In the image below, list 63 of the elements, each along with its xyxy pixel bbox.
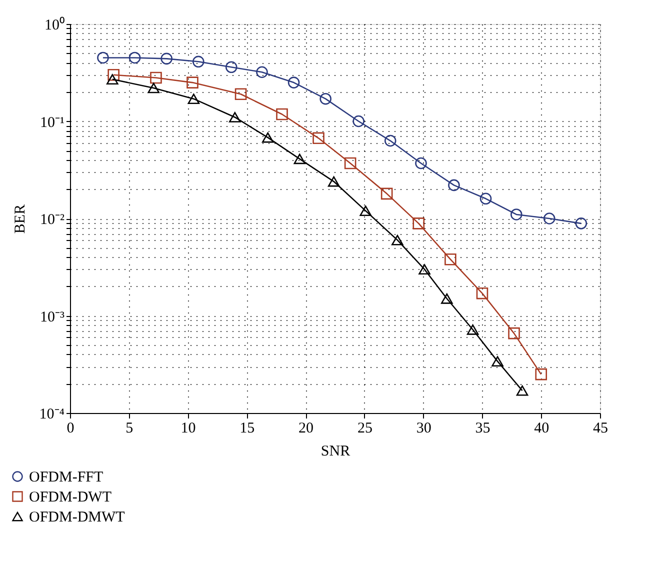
point bbox=[148, 82, 160, 94]
y-tick-label: 10⁻¹ bbox=[40, 114, 64, 131]
point bbox=[492, 356, 504, 367]
y-tick-label: 10⁻⁴ bbox=[39, 406, 64, 422]
point bbox=[108, 68, 120, 81]
x-tick-label: 25 bbox=[357, 420, 372, 436]
point bbox=[186, 76, 198, 88]
point bbox=[288, 76, 300, 88]
point bbox=[415, 157, 427, 170]
point bbox=[192, 56, 204, 68]
point bbox=[575, 218, 588, 230]
point bbox=[360, 206, 372, 216]
point bbox=[380, 188, 393, 200]
point bbox=[508, 327, 520, 340]
point bbox=[480, 192, 492, 205]
x-tick-label: 15 bbox=[240, 420, 255, 436]
point bbox=[440, 293, 453, 304]
x-tick-label: 0 bbox=[66, 420, 74, 436]
point bbox=[106, 74, 118, 84]
point bbox=[150, 72, 162, 84]
point bbox=[444, 253, 456, 266]
x-axis-title: SNR bbox=[320, 444, 350, 460]
point bbox=[234, 88, 247, 100]
point bbox=[543, 212, 556, 224]
point bbox=[344, 157, 356, 170]
point bbox=[320, 92, 332, 105]
legend-label: OFDM-DWT bbox=[29, 490, 112, 506]
point bbox=[412, 218, 425, 230]
x-tick-label: 20 bbox=[298, 420, 314, 436]
y-tick-label: 10⁰ bbox=[44, 16, 64, 34]
point bbox=[188, 94, 200, 104]
y-axis-title: BER bbox=[12, 204, 28, 234]
legend-label: OFDM-FFT bbox=[29, 470, 104, 486]
point bbox=[476, 287, 488, 300]
x-tick-label: 10 bbox=[180, 420, 196, 436]
x-tick-label: 45 bbox=[593, 420, 608, 436]
point bbox=[535, 368, 548, 380]
point bbox=[294, 154, 306, 164]
point bbox=[466, 324, 479, 335]
point bbox=[228, 112, 241, 122]
x-tick-label: 40 bbox=[534, 420, 550, 436]
point bbox=[510, 208, 522, 220]
x-tick-label: 5 bbox=[126, 420, 134, 436]
point bbox=[384, 134, 396, 147]
y-tick-label: 10⁻³ bbox=[40, 309, 65, 326]
point bbox=[262, 132, 274, 143]
point bbox=[312, 132, 324, 144]
x-tick-label: 35 bbox=[475, 420, 490, 436]
y-tick-label: 10⁻² bbox=[40, 212, 65, 228]
point bbox=[256, 66, 268, 78]
point bbox=[160, 52, 172, 65]
point bbox=[128, 52, 141, 64]
point bbox=[328, 176, 340, 187]
point bbox=[392, 234, 404, 246]
point bbox=[418, 264, 430, 275]
point bbox=[276, 108, 288, 120]
point bbox=[448, 179, 460, 192]
point bbox=[352, 115, 364, 128]
point bbox=[225, 61, 238, 74]
x-tick-label: 30 bbox=[416, 420, 432, 436]
point bbox=[97, 52, 109, 64]
legend-label: OFDM-DMWT bbox=[29, 510, 125, 526]
point bbox=[516, 385, 528, 396]
